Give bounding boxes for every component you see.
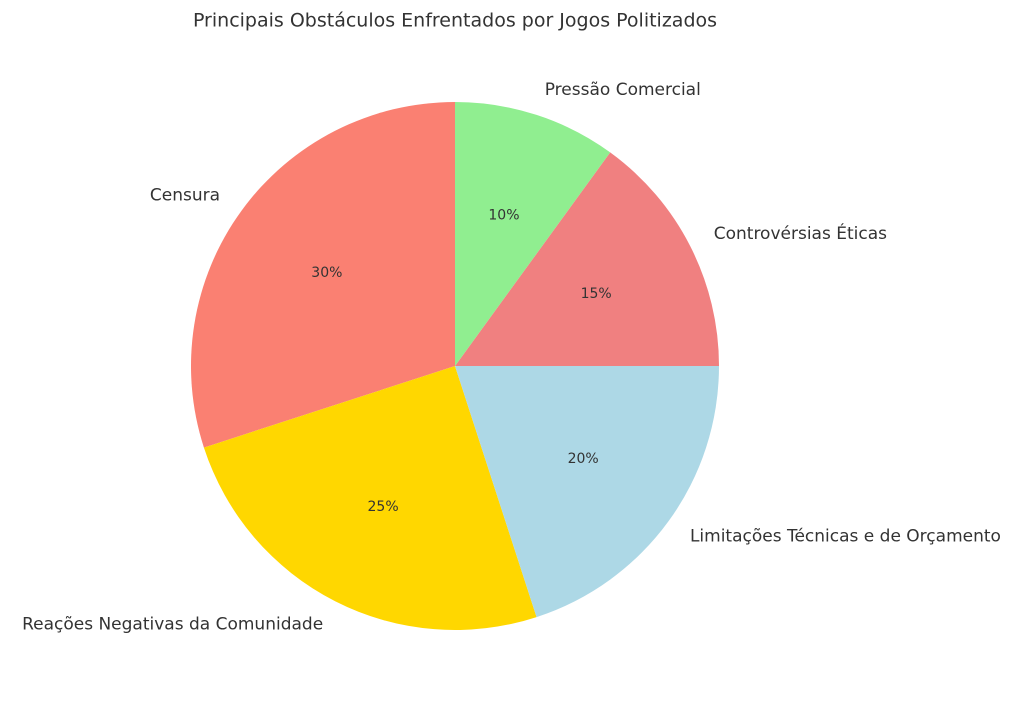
slice-percent: 30% xyxy=(311,265,342,281)
slice-percent: 10% xyxy=(488,207,519,223)
slice-label: Limitações Técnicas e de Orçamento xyxy=(690,527,1001,547)
slice-label: Pressão Comercial xyxy=(545,80,701,100)
slice-percent: 20% xyxy=(568,451,599,467)
slice-label: Reações Negativas da Comunidade xyxy=(22,615,323,635)
chart-title: Principais Obstáculos Enfrentados por Jo… xyxy=(193,10,717,32)
slice-label: Censura xyxy=(150,185,220,205)
pie-slice xyxy=(455,102,611,366)
pie-slice xyxy=(190,102,455,448)
pie-slice xyxy=(203,366,537,630)
pie-slice xyxy=(455,366,719,618)
pie-slice xyxy=(455,152,719,366)
slice-label: Controvérsias Éticas xyxy=(714,222,887,244)
slice-percent: 15% xyxy=(581,286,612,302)
slice-percent: 25% xyxy=(368,499,399,515)
